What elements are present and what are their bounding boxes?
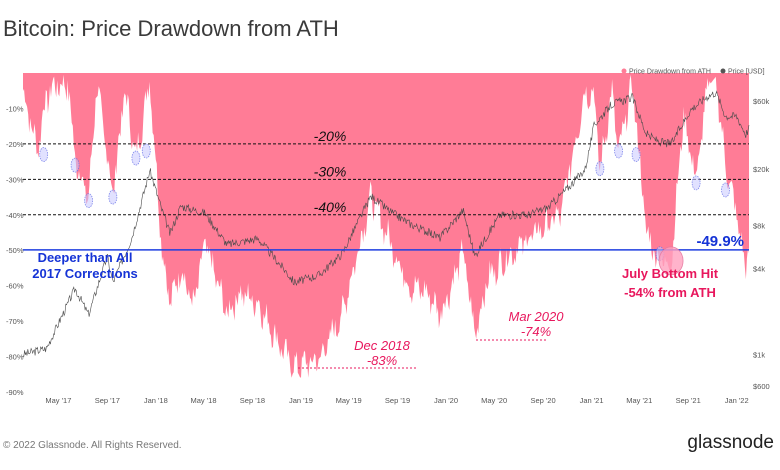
x-axis-tick: Sep '18: [240, 396, 265, 405]
dip-marker-2017-09-15: [108, 189, 118, 205]
x-axis-tick: May '18: [190, 396, 216, 405]
annotation-mar2020-line1: Mar 2020: [509, 309, 565, 324]
right-axis-tick: $60k: [753, 97, 770, 106]
chart-legend: Price Drawdown from ATH Price [USD]: [621, 68, 765, 76]
x-axis-tick: May '21: [626, 396, 652, 405]
annotation-july-line1: July Bottom Hit: [622, 266, 719, 281]
right-axis-tick: $8k: [753, 222, 765, 231]
x-axis-tick: Sep '21: [676, 396, 701, 405]
left-axis-tick: -70%: [6, 317, 24, 326]
dip-marker-2017-03-25: [39, 147, 49, 162]
x-axis-tick: Sep '20: [530, 396, 555, 405]
page-title: Bitcoin: Price Drawdown from ATH: [3, 16, 339, 41]
price-line: [22, 90, 750, 358]
dip-marker-2021-12-04: [721, 182, 730, 198]
dip-marker-2021-03-10: [614, 143, 623, 159]
right-axis-tick: $600: [753, 382, 770, 391]
dip-marker-2021-01-22: [595, 161, 605, 177]
glassnode-logo: glassnode: [687, 432, 774, 453]
x-axis-tick: Sep '19: [385, 396, 410, 405]
legend-drawdown-label: Price Drawdown from ATH: [629, 69, 711, 76]
dip-marker-2021-04-23: [631, 147, 641, 162]
copyright-notice: © 2022 Glassnode. All Rights Reserved.: [3, 440, 182, 451]
reference-label-current: -49.9%: [696, 233, 744, 250]
x-axis-tick: May '17: [45, 396, 71, 405]
drawdown-chart: -20% -30% -40% -49.9% -10% -20% -30% -40% -50% -6…: [6, 68, 770, 405]
dip-marker-2021-07-20: [658, 246, 684, 276]
x-axis-tick: May '19: [336, 396, 362, 405]
reference-label-40: -40%: [314, 199, 347, 215]
x-axis-tick: Sep '17: [95, 396, 120, 405]
drawdown-area: [23, 73, 749, 378]
x-axis-tick: Jan '20: [434, 396, 458, 405]
x-axis-tick: May '20: [481, 396, 507, 405]
x-axis-tick: Jan '21: [580, 396, 604, 405]
left-axis-tick: -90%: [6, 388, 24, 397]
annotation-mar2020-line2: -74%: [521, 324, 551, 339]
left-axis-tick: -40%: [6, 211, 24, 220]
reference-label-20: -20%: [314, 128, 347, 144]
annotation-deeper-line2: 2017 Corrections: [32, 266, 138, 281]
legend-drawdown-swatch: [621, 68, 627, 74]
annotation-dec2018-line1: Dec 2018: [354, 338, 410, 353]
annotation-july-line2: -54% from ATH: [624, 285, 716, 300]
right-axis-tick: $1k: [753, 350, 765, 359]
left-axis-tick: -30%: [6, 175, 24, 184]
x-axis-tick: Jan '19: [289, 396, 313, 405]
right-axis-tick: $20k: [753, 165, 770, 174]
left-axis-tick: -50%: [6, 246, 24, 255]
x-axis-tick: Jan '18: [144, 396, 168, 405]
legend-price-label: Price [USD]: [728, 69, 765, 76]
annotation-deeper-line1: Deeper than All: [38, 250, 133, 265]
reference-label-30: -30%: [314, 163, 347, 179]
left-axis-tick: -20%: [6, 140, 24, 149]
legend-price-swatch: [720, 68, 726, 74]
dip-marker-2017-11-12: [131, 150, 141, 166]
dip-marker-2017-07-16: [84, 193, 94, 209]
dip-marker-2021-09-21: [691, 175, 701, 191]
left-axis-tick: -60%: [6, 282, 24, 291]
dip-marker-2017-12-08: [141, 143, 151, 159]
dip-marker-2017-06-12: [70, 157, 80, 173]
annotation-dec2018-line2: -83%: [367, 353, 397, 368]
left-axis-tick: -10%: [6, 104, 24, 113]
right-axis-tick: $4k: [753, 265, 765, 274]
left-axis-tick: -80%: [6, 353, 24, 362]
x-axis-tick: Jan '22: [725, 396, 749, 405]
